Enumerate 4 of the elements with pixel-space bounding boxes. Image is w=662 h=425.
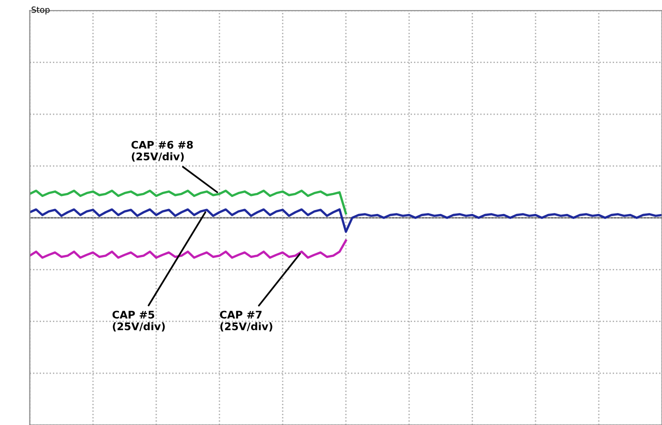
text: CAP #7 (25V/div) <box>220 310 272 332</box>
text: Stop <box>32 6 50 14</box>
text: CAP #5 (25V/div) <box>112 310 165 332</box>
text: CAP #6 #8 (25V/div) <box>131 140 193 162</box>
